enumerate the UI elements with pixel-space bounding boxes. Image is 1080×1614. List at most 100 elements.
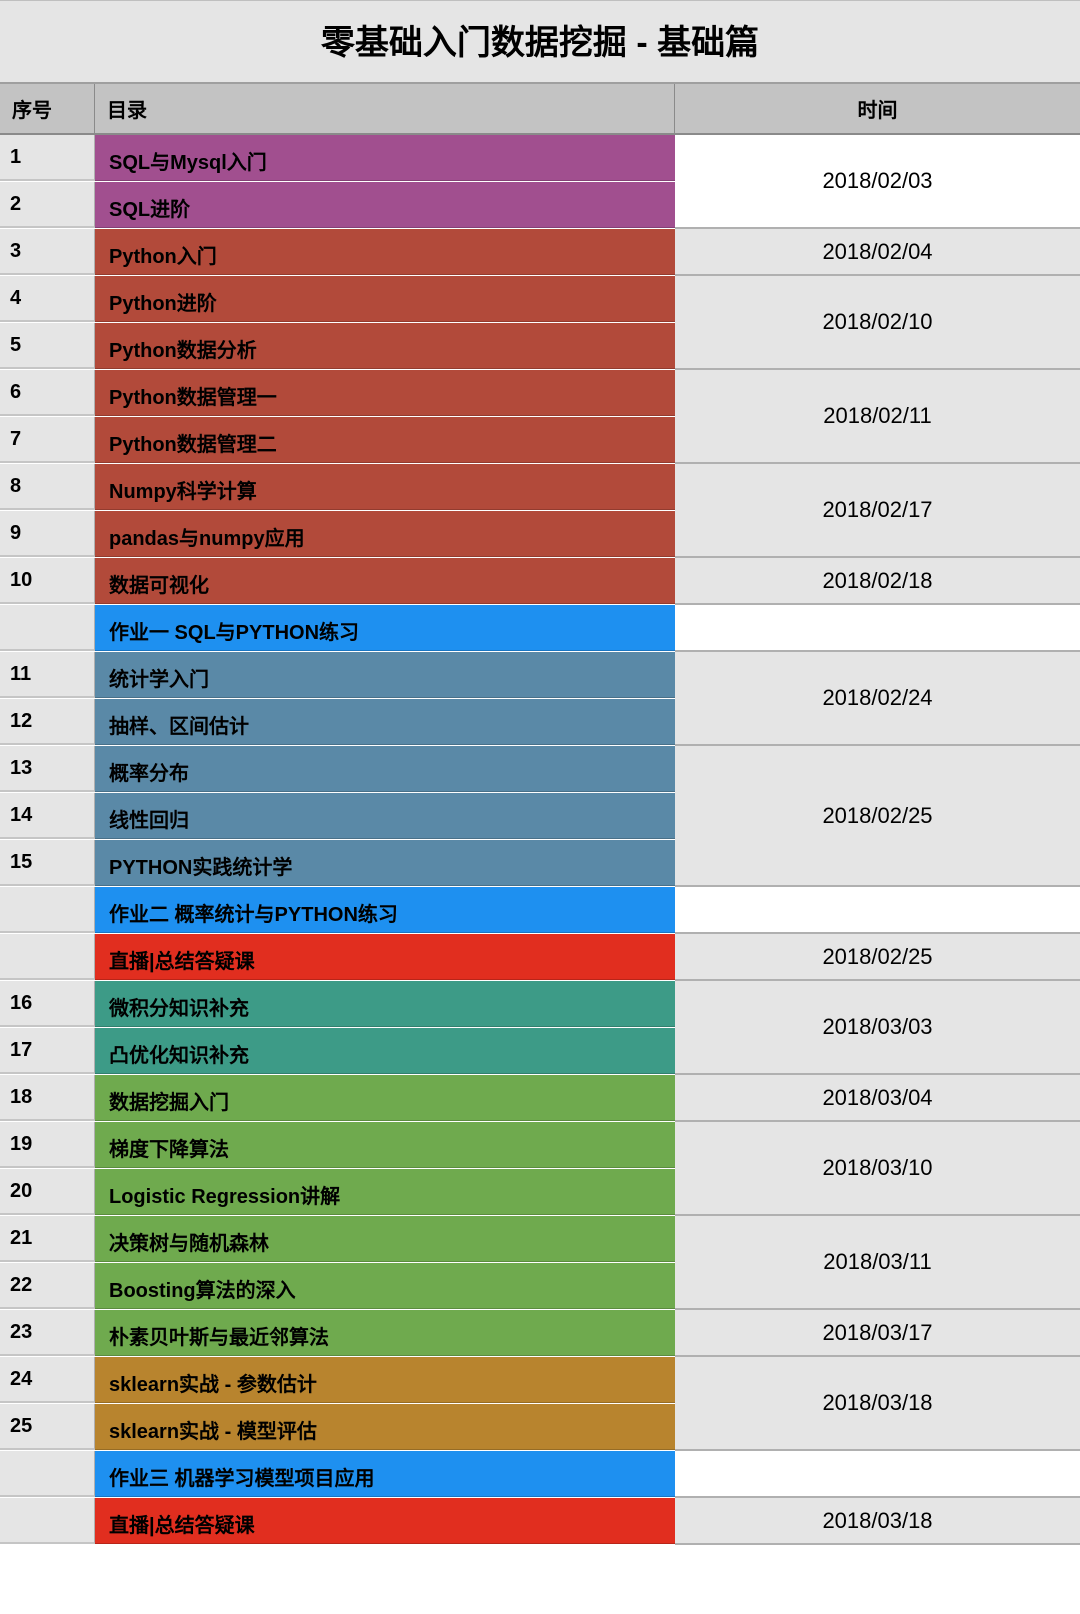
lesson-column: 13概率分布14线性回归15PYTHON实践统计学: [0, 746, 675, 887]
row-index: 15: [0, 840, 95, 886]
date-group: 18数据挖掘入门2018/03/04: [0, 1075, 1080, 1122]
date-group: 作业三 机器学习模型项目应用: [0, 1451, 1080, 1498]
date-group: 19梯度下降算法20Logistic Regression讲解2018/03/1…: [0, 1122, 1080, 1216]
header-date: 时间: [675, 84, 1080, 133]
row-date: 2018/03/10: [675, 1122, 1080, 1216]
lesson-column: 6Python数据管理一7Python数据管理二: [0, 370, 675, 464]
row-date: [675, 887, 1080, 934]
table-row: 1SQL与Mysql入门: [0, 135, 675, 182]
row-topic: 概率分布: [95, 746, 675, 792]
page-title: 零基础入门数据挖掘 - 基础篇: [0, 0, 1080, 84]
row-index: 4: [0, 276, 95, 322]
lesson-column: 直播|总结答疑课: [0, 1498, 675, 1545]
row-index: 1: [0, 135, 95, 181]
row-index: 9: [0, 511, 95, 557]
table-row: 4Python进阶: [0, 276, 675, 323]
date-group: 4Python进阶5Python数据分析2018/02/10: [0, 276, 1080, 370]
row-date: 2018/02/11: [675, 370, 1080, 464]
row-topic: 作业二 概率统计与PYTHON练习: [95, 887, 675, 933]
row-topic: Python数据管理二: [95, 417, 675, 463]
row-index: 13: [0, 746, 95, 792]
row-index: 6: [0, 370, 95, 416]
row-topic: SQL进阶: [95, 182, 675, 228]
lesson-column: 11统计学入门12抽样、区间估计: [0, 652, 675, 746]
row-topic: 凸优化知识补充: [95, 1028, 675, 1074]
table-row: 16微积分知识补充: [0, 981, 675, 1028]
row-date: 2018/02/25: [675, 746, 1080, 887]
date-group: 10数据可视化2018/02/18: [0, 558, 1080, 605]
row-index: 25: [0, 1404, 95, 1450]
lesson-column: 8Numpy科学计算9pandas与numpy应用: [0, 464, 675, 558]
row-topic: sklearn实战 - 模型评估: [95, 1404, 675, 1450]
row-topic: 直播|总结答疑课: [95, 1498, 675, 1544]
row-index: 11: [0, 652, 95, 698]
row-topic: 决策树与随机森林: [95, 1216, 675, 1262]
table-row: 15PYTHON实践统计学: [0, 840, 675, 887]
row-index: 19: [0, 1122, 95, 1168]
table-row: 14线性回归: [0, 793, 675, 840]
date-group: 3Python入门2018/02/04: [0, 229, 1080, 276]
table-row: 19梯度下降算法: [0, 1122, 675, 1169]
table-row: 8Numpy科学计算: [0, 464, 675, 511]
date-group: 13概率分布14线性回归15PYTHON实践统计学2018/02/25: [0, 746, 1080, 887]
row-topic: 数据可视化: [95, 558, 675, 604]
date-group: 直播|总结答疑课2018/02/25: [0, 934, 1080, 981]
table-row: 作业二 概率统计与PYTHON练习: [0, 887, 675, 934]
date-group: 16微积分知识补充17凸优化知识补充2018/03/03: [0, 981, 1080, 1075]
table-row: 12抽样、区间估计: [0, 699, 675, 746]
lesson-column: 3Python入门: [0, 229, 675, 276]
table-row: 6Python数据管理一: [0, 370, 675, 417]
course-schedule-table: 零基础入门数据挖掘 - 基础篇 序号 目录 时间 1SQL与Mysql入门2SQ…: [0, 0, 1080, 1545]
row-topic: 统计学入门: [95, 652, 675, 698]
row-index: [0, 887, 95, 933]
row-date: 2018/03/18: [675, 1498, 1080, 1545]
row-index: 10: [0, 558, 95, 604]
lesson-column: 作业一 SQL与PYTHON练习: [0, 605, 675, 652]
row-topic: 作业三 机器学习模型项目应用: [95, 1451, 675, 1497]
row-date: 2018/03/03: [675, 981, 1080, 1075]
header-topic: 目录: [95, 84, 675, 133]
date-group: 24sklearn实战 - 参数估计25sklearn实战 - 模型评估2018…: [0, 1357, 1080, 1451]
date-group: 8Numpy科学计算9pandas与numpy应用2018/02/17: [0, 464, 1080, 558]
lesson-column: 直播|总结答疑课: [0, 934, 675, 981]
date-group: 21决策树与随机森林22Boosting算法的深入2018/03/11: [0, 1216, 1080, 1310]
row-topic: pandas与numpy应用: [95, 511, 675, 557]
table-row: 25sklearn实战 - 模型评估: [0, 1404, 675, 1451]
table-row: 24sklearn实战 - 参数估计: [0, 1357, 675, 1404]
lesson-column: 作业三 机器学习模型项目应用: [0, 1451, 675, 1498]
row-date: 2018/02/03: [675, 135, 1080, 229]
row-date: 2018/02/17: [675, 464, 1080, 558]
table-row: 2SQL进阶: [0, 182, 675, 229]
row-topic: Python进阶: [95, 276, 675, 322]
table-row: 20Logistic Regression讲解: [0, 1169, 675, 1216]
table-header: 序号 目录 时间: [0, 84, 1080, 135]
row-index: [0, 1498, 95, 1544]
lesson-column: 23朴素贝叶斯与最近邻算法: [0, 1310, 675, 1357]
row-topic: 直播|总结答疑课: [95, 934, 675, 980]
table-row: 直播|总结答疑课: [0, 1498, 675, 1545]
row-index: 23: [0, 1310, 95, 1356]
row-topic: SQL与Mysql入门: [95, 135, 675, 181]
row-topic: 朴素贝叶斯与最近邻算法: [95, 1310, 675, 1356]
table-row: 11统计学入门: [0, 652, 675, 699]
row-topic: 作业一 SQL与PYTHON练习: [95, 605, 675, 651]
row-index: 22: [0, 1263, 95, 1309]
row-topic: Boosting算法的深入: [95, 1263, 675, 1309]
date-group: 作业二 概率统计与PYTHON练习: [0, 887, 1080, 934]
date-group: 直播|总结答疑课2018/03/18: [0, 1498, 1080, 1545]
row-index: 16: [0, 981, 95, 1027]
row-topic: Python入门: [95, 229, 675, 275]
row-topic: Logistic Regression讲解: [95, 1169, 675, 1215]
header-index: 序号: [0, 84, 95, 133]
row-date: 2018/02/24: [675, 652, 1080, 746]
lesson-column: 1SQL与Mysql入门2SQL进阶: [0, 135, 675, 229]
row-date: 2018/03/17: [675, 1310, 1080, 1357]
row-date: 2018/02/18: [675, 558, 1080, 605]
row-index: 18: [0, 1075, 95, 1121]
row-index: [0, 605, 95, 651]
row-index: 2: [0, 182, 95, 228]
row-index: [0, 1451, 95, 1497]
date-group: 11统计学入门12抽样、区间估计2018/02/24: [0, 652, 1080, 746]
table-row: 9pandas与numpy应用: [0, 511, 675, 558]
row-index: 21: [0, 1216, 95, 1262]
